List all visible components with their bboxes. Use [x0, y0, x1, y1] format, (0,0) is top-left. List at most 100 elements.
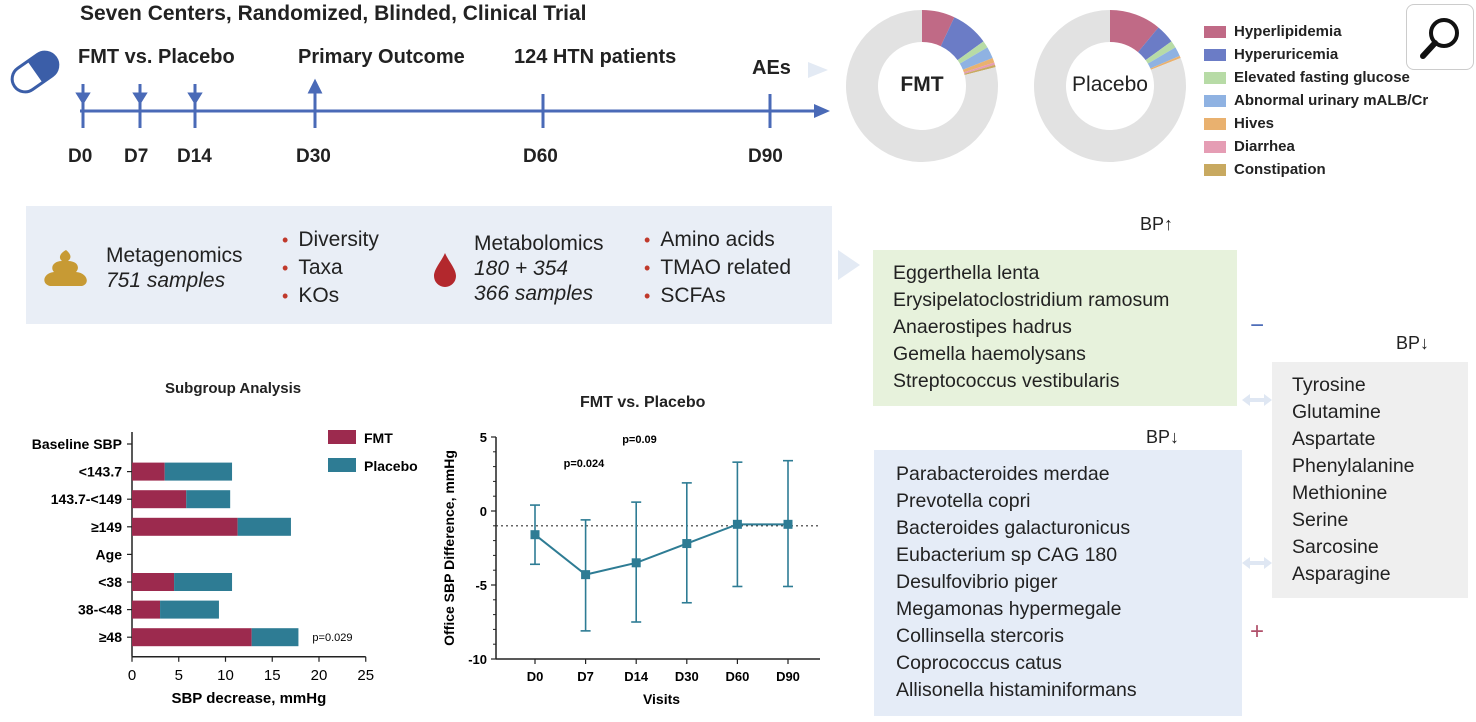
y-tick-label: 5: [480, 430, 487, 445]
y-tick-label: -10: [468, 652, 487, 667]
list-item: Taxa: [282, 254, 379, 282]
data-point: [682, 539, 692, 549]
legend-item: Hyperlipidemia: [1204, 20, 1428, 43]
legend-label: Hyperuricemia: [1234, 46, 1339, 63]
list-item: TMAO related: [644, 254, 791, 282]
timeline: [75, 62, 830, 128]
legend-label: Hives: [1234, 115, 1275, 132]
legend-item: Constipation: [1204, 158, 1428, 181]
donut-slice: [957, 41, 988, 64]
legend-item: Hyperuricemia: [1204, 43, 1428, 66]
metabolite-item: Serine: [1292, 509, 1349, 531]
bar-fmt: [132, 573, 175, 591]
bar-placebo: [174, 573, 233, 591]
bar-fmt: [132, 517, 238, 536]
legend-label: Elevated fasting glucose: [1234, 69, 1410, 86]
donut-slice: [940, 17, 984, 61]
donut-placebo-label: Placebo: [1072, 73, 1148, 96]
species-item: Bacteroides galacturonicus: [896, 517, 1131, 539]
blood-drop-icon: [434, 253, 456, 287]
x-tick-label: D14: [624, 669, 649, 684]
x-tick-label: D90: [776, 669, 800, 684]
donut-slice: [963, 62, 995, 74]
donut-slice-none: [1034, 9, 1186, 162]
legend-swatch: [1204, 117, 1226, 130]
double-arrow-icon: [1242, 557, 1272, 569]
line-chart: 5 0 -5 -10 D0 D7 D14 D30 D60 D90 p=0.024 p=0.09 Visi…: [441, 430, 820, 707]
metabolite-item: Phenylalanine: [1292, 455, 1415, 477]
legend-swatch: [1204, 71, 1226, 84]
category-label: ≥149: [91, 519, 122, 535]
timeline-label-fmt-vs-placebo: FMT vs. Placebo: [78, 46, 235, 68]
species-item: Allisonella histaminiformans: [896, 679, 1137, 701]
species-item: Gemella haemolysans: [893, 343, 1086, 365]
x-tick-label: 20: [311, 667, 328, 684]
double-arrow-icon: [1242, 394, 1272, 406]
category-label: 143.7-<149: [51, 491, 122, 507]
bar-fmt: [132, 600, 161, 619]
species-item: Erysipelatoclostridium ramosum: [893, 289, 1170, 311]
legend-swatch: [1204, 140, 1226, 153]
arrow-right-icon: [838, 250, 860, 280]
metabolomics-title: Metabolomics: [474, 232, 604, 255]
stool-icon: [44, 250, 87, 286]
legend-swatch: [1204, 25, 1226, 38]
donut-slice: [1110, 10, 1159, 53]
bar-placebo: [160, 600, 219, 619]
legend-item: Abnormal urinary mALB/Cr: [1204, 89, 1428, 112]
line-chart-title: FMT vs. Placebo: [580, 394, 706, 411]
species-item: Megamonas hypermegale: [896, 598, 1122, 620]
y-axis-title: Office SBP Difference, mmHg: [441, 450, 457, 646]
metabolite-item: Aspartate: [1292, 428, 1376, 450]
timeline-day: D0: [68, 146, 93, 167]
legend-swatch: [1204, 163, 1226, 176]
metagenomics-samples: 751 samples: [106, 269, 226, 292]
x-tick-label: D7: [577, 669, 594, 684]
legend-swatch: [1204, 94, 1226, 107]
subgroup-chart: 0 5 10 15 20 25 SBP decrease, mmHg Baseline SBP…: [32, 430, 418, 707]
species-item: Eggerthella lenta: [893, 262, 1040, 284]
bp-up-species-box: Eggerthella lenta Erysipelatoclostridium …: [873, 250, 1237, 406]
legend-swatch: [328, 458, 356, 472]
timeline-label-primary-outcome: Primary Outcome: [298, 46, 465, 68]
bar-placebo: [164, 462, 233, 481]
species-item: Eubacterium sp CAG 180: [896, 544, 1118, 566]
donut-slice-none: [846, 10, 998, 162]
p-value-annotation: p=0.09: [622, 434, 657, 446]
timeline-day: D60: [523, 146, 558, 167]
pill-icon: [10, 50, 60, 94]
species-item: Collinsella stercoris: [896, 625, 1064, 647]
metabolomics-block: Metabolomics 180 + 354 366 samples: [474, 231, 604, 306]
donut-fmt-label: FMT: [900, 73, 944, 96]
timeline-day: D7: [124, 146, 149, 167]
donut-slice: [1138, 27, 1172, 61]
p-value-annotation: p=0.029: [312, 632, 352, 644]
positive-sign: +: [1250, 618, 1265, 645]
metabolite-item: Methionine: [1292, 482, 1388, 504]
category-label: <143.7: [79, 464, 122, 480]
metabolite-item: Tyrosine: [1292, 374, 1366, 396]
donut-slice: [922, 10, 955, 47]
timeline-label-patients: 124 HTN patients: [514, 46, 677, 68]
donut-fmt: [846, 10, 998, 162]
metagenomics-items: Diversity Taxa KOs: [282, 226, 379, 310]
legend-label: FMT: [364, 430, 393, 446]
data-point: [530, 530, 540, 540]
species-item: Anaerostipes hadrus: [893, 316, 1072, 338]
bar-placebo: [237, 517, 291, 536]
y-tick-label: 0: [480, 504, 487, 519]
bp-down-species-box: Parabacteroides merdae Prevotella copri Ba…: [874, 450, 1242, 716]
list-item: Amino acids: [644, 226, 791, 254]
donut-slice: [964, 64, 996, 76]
bp-down-metabolites-box: Tyrosine Glutamine Aspartate Phenylalanine M…: [1272, 362, 1468, 598]
donut-slice: [959, 47, 993, 70]
bar-placebo: [186, 490, 231, 509]
data-point: [581, 570, 591, 580]
p-value-annotation: p=0.024: [564, 458, 606, 470]
zoom-button[interactable]: [1406, 4, 1474, 70]
category-label: Age: [96, 546, 123, 562]
bar-fmt: [132, 628, 252, 647]
x-tick-label: D60: [725, 669, 749, 684]
category-label: ≥48: [99, 629, 122, 645]
legend-item: Hives: [1204, 112, 1428, 135]
